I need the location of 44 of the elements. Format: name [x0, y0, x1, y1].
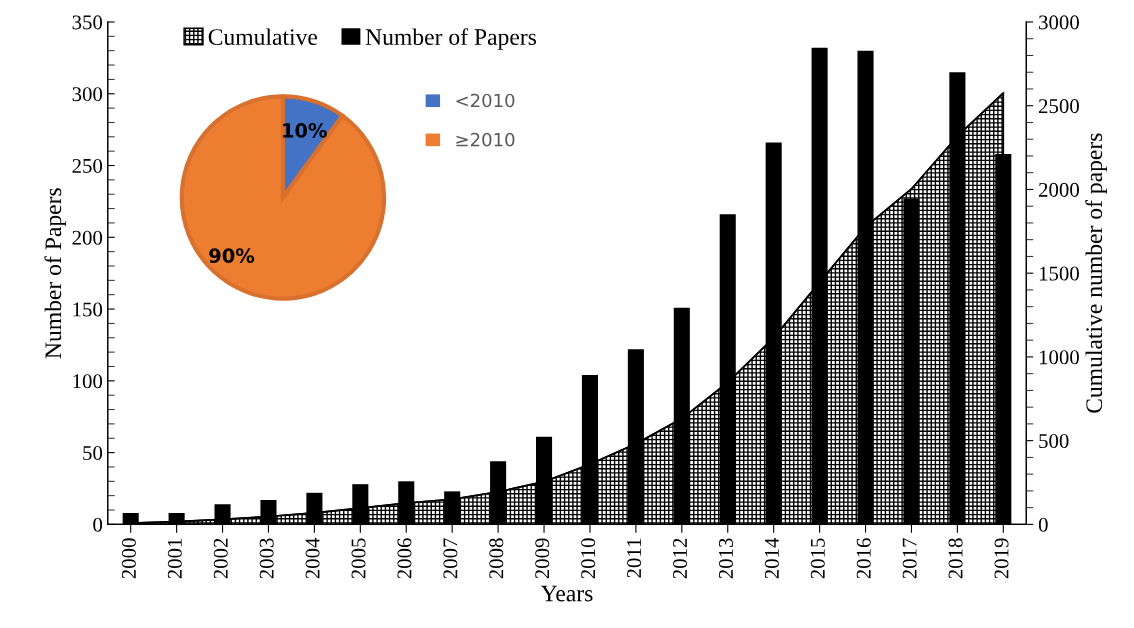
x-tick-label: 2013: [718, 538, 733, 579]
x-axis-title: Years: [540, 585, 593, 602]
x-tick-label: 2005: [351, 538, 366, 579]
pie-slice: [179, 94, 387, 301]
x-tick-label: 2019: [994, 538, 1009, 579]
x-tick-label: 2009: [535, 538, 550, 579]
y2-tick-label: 1000: [1039, 350, 1079, 365]
y-tick-label: 0: [93, 517, 103, 532]
legend-label: <2010: [456, 93, 515, 108]
x-tick-label: 2015: [810, 538, 825, 579]
y-tick-label: 150: [73, 302, 103, 317]
x-tick-label: 2012: [672, 538, 688, 579]
legend-label: ≥2010: [456, 132, 515, 147]
x-tick-label: 2006: [397, 538, 412, 579]
y-tick-label: 250: [72, 158, 103, 173]
y-tick-label: 300: [72, 87, 103, 102]
x-tick-label: 2018: [948, 538, 963, 579]
x-tick-label: 2011: [627, 538, 642, 578]
x-tick-label: 2017: [902, 538, 917, 579]
y2-axis-title: Cumulative number of papers: [1085, 133, 1107, 413]
x-tick-label: 2014: [764, 537, 779, 579]
x-tick-label: 2004: [305, 537, 320, 579]
x-tick-label: 2002: [213, 538, 228, 579]
y2-tick-label: 2500: [1038, 99, 1079, 114]
x-tick-label: 2000: [121, 538, 136, 579]
x-tick-label: 2010: [581, 538, 596, 579]
y2-tick-label: 2000: [1038, 182, 1079, 197]
x-tick-label: 2003: [259, 538, 274, 579]
y-tick-label: 200: [72, 230, 103, 245]
x-tick-label: 2016: [856, 538, 871, 579]
x-tick-label: 2008: [489, 538, 504, 579]
y2-tick-label: 3000: [1039, 15, 1079, 30]
y2-tick-label: 0: [1038, 517, 1048, 532]
y-tick-label: 50: [83, 445, 103, 461]
y-axis-title: Number of Papers: [44, 188, 67, 359]
y-tick-label: 350: [72, 15, 103, 30]
x-tick-label: 2007: [443, 538, 458, 579]
data-label: 90%: [209, 248, 255, 263]
y2-tick-label: 1500: [1039, 266, 1079, 281]
y-tick-label: 100: [73, 374, 103, 389]
legend-label: Number of Papers: [365, 28, 537, 50]
legend-label: Cumulative: [208, 28, 318, 46]
y2-tick-label: 500: [1039, 434, 1069, 449]
x-tick-label: 2001: [167, 538, 182, 579]
